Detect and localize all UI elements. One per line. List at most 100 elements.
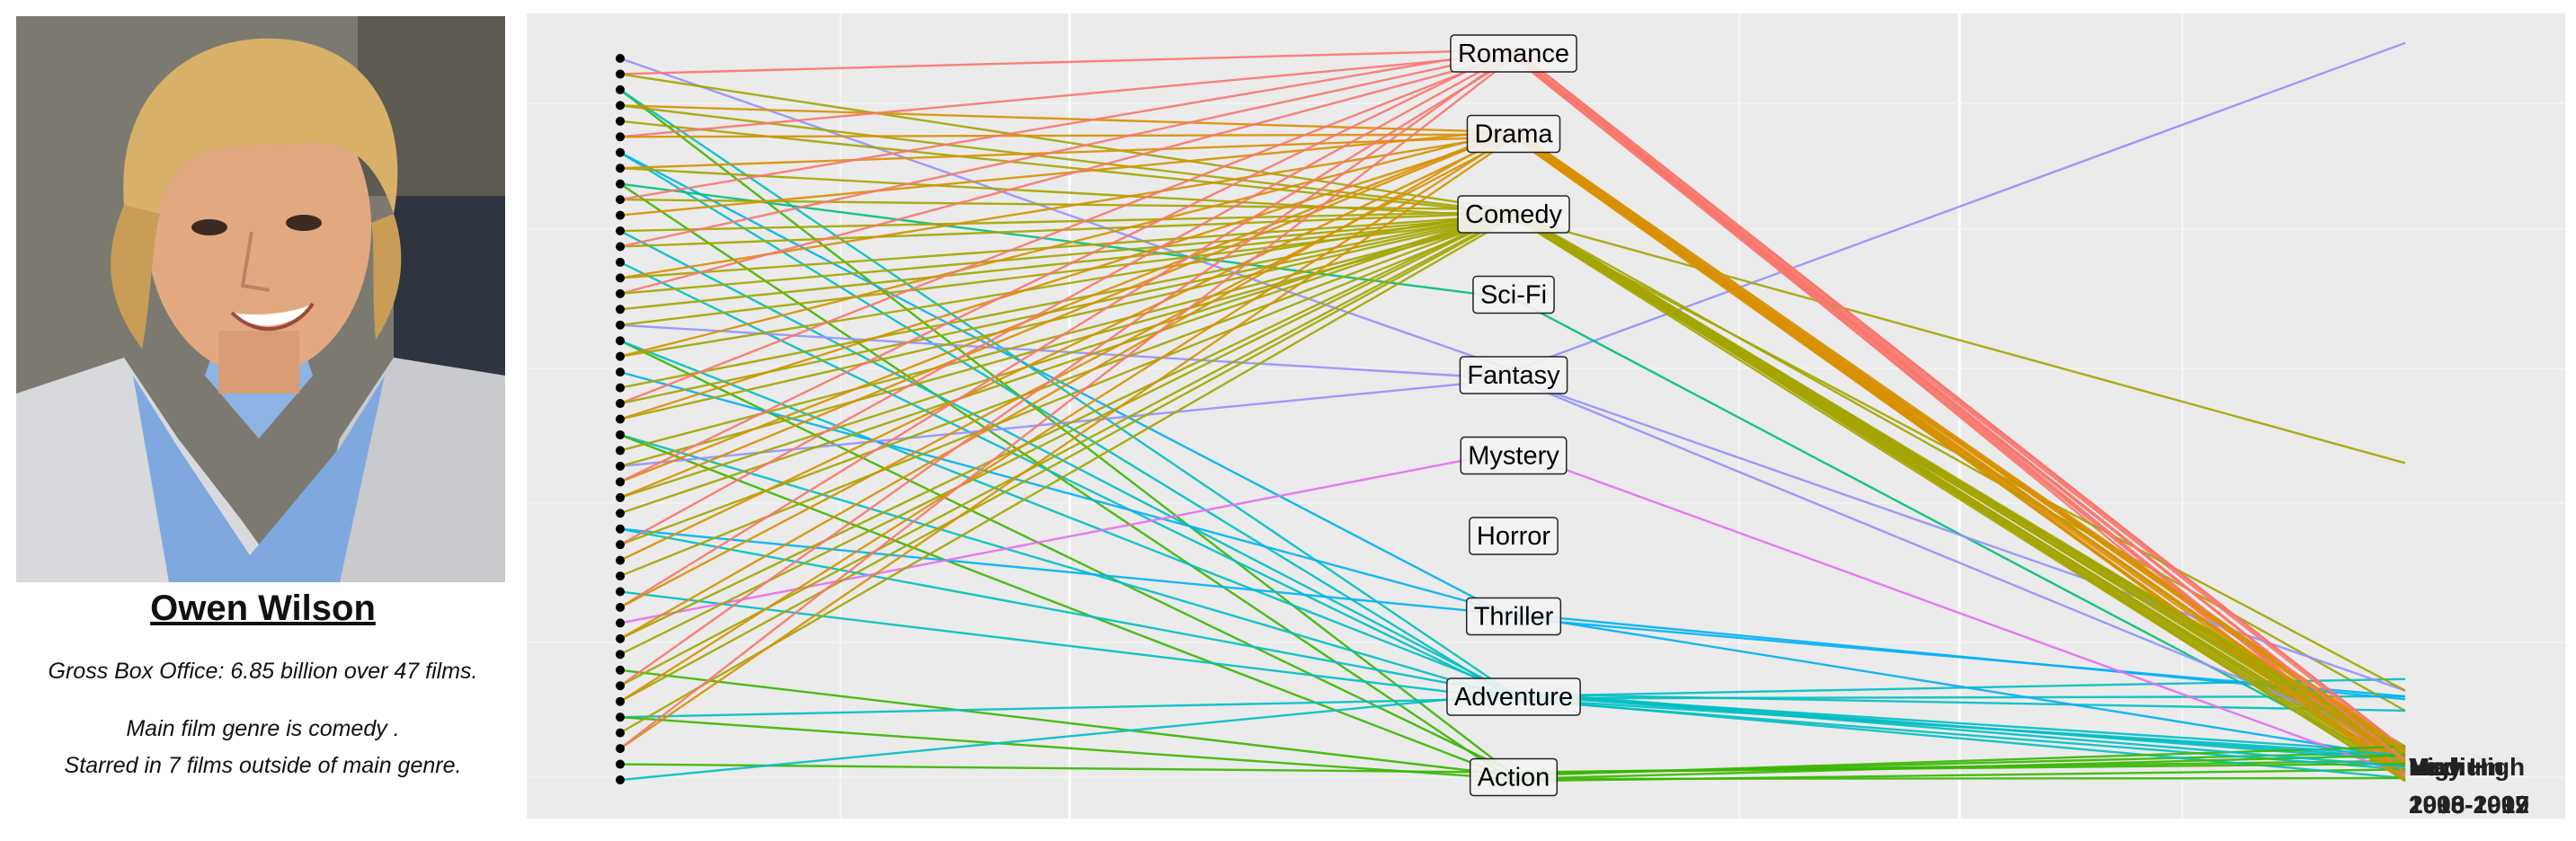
bracket-label: Low xyxy=(2409,753,2459,781)
link-film-genre xyxy=(619,137,1515,750)
link-film-genre xyxy=(619,51,1515,546)
genre-label-text: Mystery xyxy=(1468,442,1559,471)
film-point xyxy=(616,54,625,63)
link-genre-bracket xyxy=(1513,449,2406,776)
link-genre-bracket xyxy=(1513,56,2406,774)
film-point xyxy=(616,399,625,409)
link-film-genre xyxy=(619,216,1515,452)
film-point xyxy=(616,132,625,142)
bracket-sublabel: 1996-1999 xyxy=(2409,791,2529,819)
link-genre-bracket xyxy=(1513,128,2406,750)
film-point xyxy=(616,429,625,439)
link-film-genre xyxy=(619,104,1515,134)
link-film-genre xyxy=(619,133,1515,420)
actor-profile-panel: Owen Wilson Gross Box Office: 6.85 billi… xyxy=(0,0,526,841)
link-genre-bracket xyxy=(1513,216,2406,465)
genre-label-box xyxy=(1466,114,1561,154)
link-genre-bracket xyxy=(1513,698,2406,771)
link-film-genre xyxy=(619,211,1515,248)
film-point xyxy=(616,775,625,784)
link-film-genre xyxy=(619,214,1515,279)
link-genre-bracket xyxy=(1513,776,2406,781)
film-point xyxy=(616,226,625,236)
genre-label-text: Sci-Fi xyxy=(1480,281,1547,310)
film-point xyxy=(616,602,625,612)
film-point xyxy=(616,665,625,675)
portrait-illustration xyxy=(16,16,505,582)
film-point xyxy=(616,759,625,769)
link-genre-bracket xyxy=(1513,697,2406,757)
link-film-genre xyxy=(619,211,1515,389)
link-film-genre xyxy=(619,128,1515,499)
film-point xyxy=(616,713,625,722)
link-film-genre xyxy=(619,49,1515,75)
genre-label-box xyxy=(1465,597,1562,636)
film-point xyxy=(616,351,625,361)
link-film-genre xyxy=(619,128,1515,217)
link-film-genre xyxy=(619,182,1515,300)
film-point xyxy=(616,696,625,706)
link-genre-bracket xyxy=(1513,137,2406,762)
bracket-sublabel: 2013-2017 xyxy=(2409,791,2529,819)
film-point xyxy=(616,633,625,643)
genre-label-box xyxy=(1469,517,1559,555)
film-point xyxy=(616,461,625,471)
link-film-genre xyxy=(619,340,1515,694)
genre-label: Comedy xyxy=(1457,195,1570,234)
link-film-genre xyxy=(619,209,1515,640)
genre-label-box xyxy=(1460,436,1568,475)
link-film-genre xyxy=(619,56,1515,750)
film-point xyxy=(616,273,625,283)
link-film-genre xyxy=(619,323,1515,380)
film-point xyxy=(616,618,625,628)
link-genre-bracket xyxy=(1513,377,2406,692)
film-point xyxy=(616,210,625,220)
link-film-genre xyxy=(619,449,1515,624)
link-genre-bracket xyxy=(1513,210,2406,713)
link-film-genre xyxy=(619,715,1515,781)
genre-label-text: Action xyxy=(1478,764,1550,792)
link-film-genre xyxy=(619,668,1515,777)
film-point xyxy=(616,728,625,738)
genre-label-text: Romance xyxy=(1458,40,1569,68)
link-film-genre xyxy=(619,216,1515,311)
link-film-genre xyxy=(619,527,1515,696)
genre-label-text: Horror xyxy=(1477,522,1551,551)
link-film-genre xyxy=(619,377,1515,468)
film-point xyxy=(616,257,625,267)
genre-label-text: Thriller xyxy=(1474,603,1554,632)
genre-labels: Romance Drama Comedy Sci-Fi Fantasy Mystery Ho… xyxy=(1446,34,1581,797)
link-genre-bracket xyxy=(1513,693,2406,713)
film-point xyxy=(616,383,625,393)
link-film-genre xyxy=(619,54,1515,296)
link-film-genre xyxy=(619,135,1515,170)
film-point xyxy=(616,555,625,565)
genre-label-box xyxy=(1450,34,1577,73)
link-film-genre xyxy=(619,128,1515,640)
bracket-sublabel: 2000-2007 xyxy=(2409,791,2529,819)
film-point xyxy=(616,336,625,346)
genre-label: Thriller xyxy=(1465,597,1562,636)
film-point xyxy=(616,305,625,314)
link-genre-bracket xyxy=(1513,695,2406,700)
genre-label-box xyxy=(1457,195,1570,234)
genre-label-text: Drama xyxy=(1474,120,1553,149)
film-point xyxy=(616,320,625,330)
film-point xyxy=(616,650,625,660)
genre-label-box xyxy=(1469,757,1559,797)
film-point xyxy=(616,524,625,534)
link-film-genre xyxy=(619,128,1515,358)
link-genre-bracket xyxy=(1513,52,2406,750)
film-point xyxy=(616,571,625,581)
genre-label-text: Adventure xyxy=(1454,683,1573,712)
film-point xyxy=(616,446,625,456)
link-film-genre xyxy=(619,692,1515,782)
film-point xyxy=(616,744,625,754)
film-point xyxy=(616,492,625,502)
link-genre-bracket xyxy=(1513,214,2406,754)
actor-photo xyxy=(16,16,505,582)
film-point xyxy=(616,101,625,111)
link-genre-bracket xyxy=(1513,614,2406,759)
genre-label: Drama xyxy=(1466,114,1561,154)
